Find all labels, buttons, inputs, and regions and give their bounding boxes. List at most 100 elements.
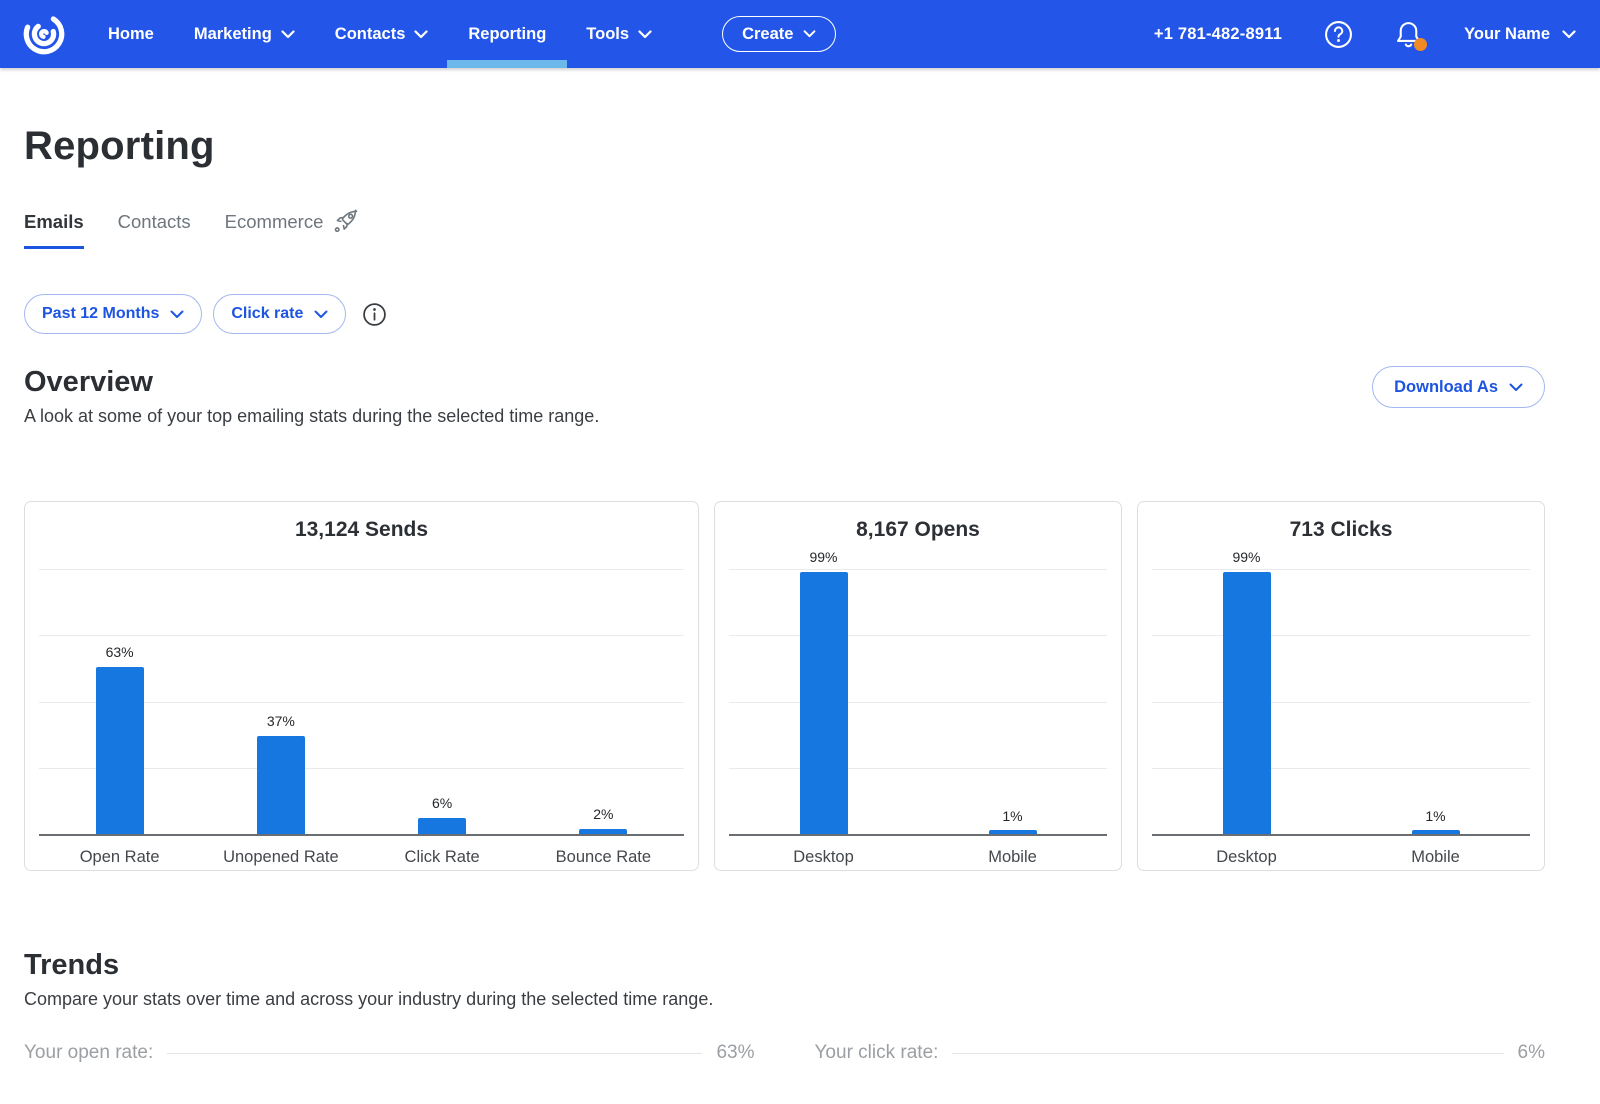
leader-line (167, 1052, 703, 1054)
leader-line (952, 1052, 1504, 1054)
gridline (729, 635, 1107, 637)
metric-dropdown[interactable]: Click rate (213, 294, 347, 334)
bar-column: 37% Unopened Rate (200, 569, 361, 866)
info-icon (363, 302, 387, 326)
help-button[interactable] (1324, 20, 1353, 49)
bar-column: 63% Open Rate (39, 569, 200, 866)
nav-reporting[interactable]: Reporting (447, 0, 568, 68)
gridline (1152, 701, 1530, 703)
bar-column: 1% Mobile (918, 569, 1107, 866)
support-phone: +1 781-482-8911 (1153, 24, 1283, 43)
bar-value-label: 99% (1232, 548, 1261, 565)
nav-contacts[interactable]: Contacts (335, 0, 429, 68)
chart-plot: 63% Open Rate 37% Unopened Rate 6% Click Rate… (39, 569, 684, 866)
bar (579, 828, 628, 834)
notification-badge (1414, 37, 1428, 51)
chart-plot: 99% Desktop 1% Mobile (729, 549, 1107, 866)
bell-icon (1397, 21, 1421, 47)
create-button[interactable]: Create (722, 16, 837, 52)
bar-column: 99% Desktop (1152, 549, 1341, 866)
bar (256, 735, 305, 834)
chart-title: 713 Clicks (1289, 518, 1393, 541)
bar (1222, 571, 1271, 834)
chevron-down-icon (1509, 383, 1523, 391)
trends-title: Trends (24, 949, 120, 981)
bar-category-label: Open Rate (79, 848, 160, 866)
page-title: Reporting (24, 124, 215, 168)
bar-column: 99% Desktop (729, 549, 918, 866)
bar (799, 571, 848, 834)
chevron-down-icon (638, 29, 652, 38)
overview-title: Overview (24, 366, 153, 398)
trends-header: Trends Compare your stats over time and … (24, 949, 1545, 1010)
tab-contacts[interactable]: Contacts (117, 210, 191, 232)
stat-open-rate: Your open rate: 63% (24, 1042, 755, 1063)
gridline (1152, 767, 1530, 769)
gridline (39, 569, 684, 570)
bar (1411, 830, 1460, 834)
gridline (729, 569, 1107, 570)
top-nav: Home Marketing Contacts Reporting Tools … (0, 0, 1600, 68)
overview-header: Overview A look at some of your top emai… (24, 366, 1545, 427)
gridline (1152, 635, 1530, 637)
filter-bar: Past 12 Months Click rate (24, 294, 1545, 334)
chevron-down-icon (1562, 29, 1576, 38)
bar-value-label: 37% (266, 712, 295, 729)
bar-value-label: 1% (1425, 808, 1446, 825)
time-range-dropdown[interactable]: Past 12 Months (24, 294, 203, 334)
report-tabs: Emails Contacts Ecommerce (24, 209, 1545, 250)
nav-tools[interactable]: Tools (586, 0, 652, 68)
bar-value-label: 1% (1002, 808, 1023, 825)
clicks-chart-card: 713 Clicks 99% Desktop 1% Mobile (1137, 501, 1545, 871)
chart-title: 8,167 Opens (856, 518, 980, 541)
bar-value-label: 99% (809, 548, 838, 565)
nav-home[interactable]: Home (108, 24, 154, 43)
help-icon (1325, 20, 1353, 48)
info-button[interactable] (362, 302, 387, 327)
bar-category-label: Click Rate (404, 848, 480, 866)
chevron-down-icon (414, 29, 428, 38)
trends-stats: Your open rate: 63% Your click rate: 6% (24, 1042, 1545, 1064)
chevron-down-icon (314, 310, 328, 318)
overview-charts: 13,124 Sends 63% Open Rate 37% Unopened Rat… (24, 501, 1545, 871)
bar (418, 818, 467, 834)
overview-subtitle: A look at some of your top emailing stat… (24, 406, 600, 426)
bar-category-label: Desktop (1216, 848, 1277, 866)
trends-subtitle: Compare your stats over time and across … (24, 989, 714, 1009)
bar-column: 2% Bounce Rate (523, 569, 684, 866)
bar-category-label: Mobile (1411, 848, 1460, 866)
nav-marketing[interactable]: Marketing (194, 0, 295, 68)
chevron-down-icon (281, 29, 295, 38)
chevron-down-icon (170, 310, 184, 318)
stat-click-rate: Your click rate: 6% (814, 1042, 1546, 1063)
gridline (39, 635, 684, 637)
user-menu[interactable]: Your Name (1464, 25, 1576, 44)
chart-plot: 99% Desktop 1% Mobile (1152, 549, 1530, 866)
bar-column: 6% Click Rate (362, 569, 523, 866)
bar-category-label: Unopened Rate (223, 848, 339, 866)
bar (95, 667, 144, 834)
opens-chart-card: 8,167 Opens 99% Desktop 1% Mobile (714, 501, 1122, 871)
tab-emails[interactable]: Emails (24, 211, 84, 249)
notifications-button[interactable] (1395, 20, 1428, 51)
app-logo[interactable] (20, 10, 68, 58)
gridline (39, 701, 684, 703)
bar-value-label: 6% (432, 795, 453, 812)
bar-category-label: Mobile (988, 848, 1037, 866)
bar-category-label: Bounce Rate (555, 848, 652, 866)
bar-value-label: 2% (593, 805, 614, 822)
constant-contact-logo-icon (23, 13, 65, 55)
bar-value-label: 63% (105, 644, 134, 661)
main-content: Reporting Emails Contacts Ecommerce Past… (24, 124, 1545, 1064)
gridline (1152, 569, 1530, 570)
download-as-button[interactable]: Download As (1372, 366, 1545, 408)
bar (988, 830, 1037, 834)
rocket-icon (335, 209, 358, 233)
bar-category-label: Desktop (793, 848, 854, 866)
sends-chart-card: 13,124 Sends 63% Open Rate 37% Unopened Rat… (24, 501, 699, 871)
primary-nav: Home Marketing Contacts Reporting Tools … (108, 0, 837, 68)
chevron-down-icon (804, 30, 816, 38)
gridline (729, 767, 1107, 769)
chart-title: 13,124 Sends (294, 518, 429, 541)
tab-ecommerce[interactable]: Ecommerce (225, 209, 360, 250)
